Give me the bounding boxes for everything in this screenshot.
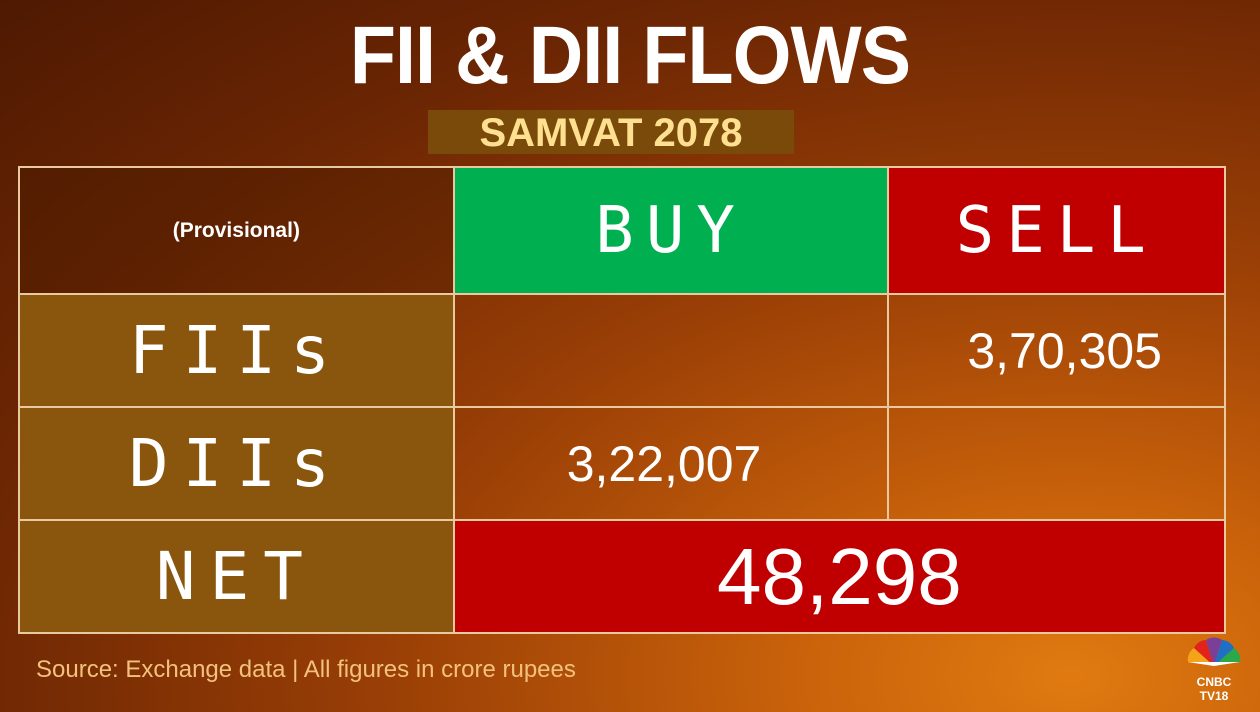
- sell-column-header: SELL: [887, 166, 1226, 295]
- corner-label: (Provisional): [18, 166, 455, 295]
- buy-column-header: BUY: [452, 166, 890, 295]
- flows-table: (Provisional) BUY SELL FIIs 3,70,305 DII…: [18, 166, 1227, 634]
- row-label-diis: DIIs: [18, 406, 455, 521]
- fiis-sell-value: 3,70,305: [887, 293, 1226, 408]
- row-label-fiis: FIIs: [18, 293, 455, 408]
- page-subtitle: SAMVAT 2078: [428, 110, 794, 155]
- table-row-fiis: FIIs 3,70,305: [18, 293, 1226, 408]
- net-value: 48,298: [452, 519, 1227, 634]
- table-row-diis: DIIs 3,22,007: [18, 406, 1226, 521]
- source-note: Source: Exchange data | All figures in c…: [36, 656, 576, 683]
- logo-text-top: CNBC: [1197, 675, 1232, 689]
- diis-buy-value: 3,22,007: [452, 406, 890, 521]
- diis-sell-value: [887, 406, 1226, 521]
- logo-text-bottom: TV18: [1200, 689, 1229, 703]
- page-title: FII & DII FLOWS: [349, 10, 911, 101]
- fiis-buy-value: [452, 293, 890, 408]
- row-label-net: NET: [18, 519, 455, 634]
- table-header-row: (Provisional) BUY SELL: [18, 166, 1226, 295]
- table-row-net: NET 48,298: [18, 519, 1227, 634]
- cnbc-tv18-logo-icon: CNBC TV18: [1187, 637, 1241, 703]
